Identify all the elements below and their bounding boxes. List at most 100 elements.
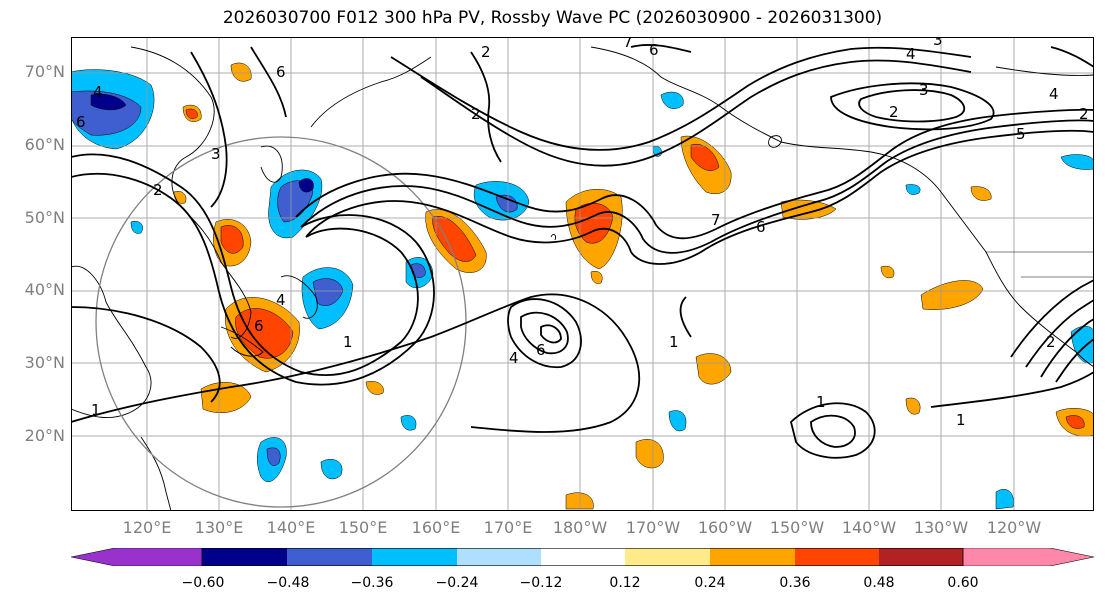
colorbar-tick: −0.24	[435, 575, 479, 591]
contour-label: 6	[254, 317, 264, 335]
region-circle	[95, 136, 467, 508]
lon-label-140e: 140°E	[266, 518, 316, 537]
contour-label: 1	[91, 401, 101, 419]
anomaly-patch-neg	[495, 194, 518, 213]
contour-label: 1	[816, 393, 826, 411]
contour-label: 6	[649, 41, 659, 59]
lon-label-170w: 170°W	[625, 518, 681, 537]
colorbar-tick: −0.12	[519, 575, 563, 591]
colorbar-segment-3	[372, 548, 457, 566]
colorbar-segment-9	[879, 548, 963, 566]
lon-label-140w: 140°W	[841, 518, 897, 537]
lat-label-50n: 50°N	[24, 208, 65, 227]
contour-label: 2	[889, 103, 899, 121]
colorbar-tick: 0.60	[947, 575, 979, 591]
lat-label-30n: 30°N	[24, 353, 65, 372]
colorbar-tick: 0.48	[863, 575, 895, 591]
map-canvas: 4 6 6 3 2 2 2 7 6 4 3 3 2 5 2 4 7 6 4 6 …	[71, 37, 1094, 511]
colorbar-segment-10	[962, 548, 1094, 566]
lon-label-170e: 170°E	[483, 518, 533, 537]
colorbar-segment-5	[541, 548, 625, 566]
colorbar-segment-0	[71, 548, 203, 566]
lon-label-180w: 180°W	[552, 518, 608, 537]
anomaly-patch-pos	[635, 439, 664, 469]
lat-label-40n: 40°N	[24, 280, 65, 299]
map-panel: 4 6 6 3 2 2 2 7 6 4 3 3 2 5 2 4 7 6 4 6 …	[71, 37, 1094, 511]
contour-label: 3	[211, 145, 221, 163]
anomaly-patch-neg	[1060, 154, 1094, 170]
contour-label: 2	[1046, 333, 1056, 351]
colorbar-segment-1	[202, 548, 287, 566]
contour-label: 2	[481, 43, 491, 61]
anomaly-patch-pos	[695, 353, 732, 385]
lat-label-70n: 70°N	[24, 62, 65, 81]
anomaly-patch-neg	[266, 447, 281, 466]
colorbar-segment-6	[625, 548, 710, 566]
graticule	[71, 37, 1094, 511]
contour-label: 7	[623, 37, 633, 51]
colorbar-tick: −0.60	[181, 575, 225, 591]
lon-label-130e: 130°E	[194, 518, 244, 537]
lon-label-130w: 130°W	[913, 518, 969, 537]
lon-label-160w: 160°W	[697, 518, 753, 537]
contour-label: 1	[669, 333, 679, 351]
contour-label: 7	[711, 211, 721, 229]
contour-label: 4	[509, 349, 519, 367]
contour-label: 6	[276, 63, 286, 81]
contour-label: 1	[343, 333, 353, 351]
anomaly-patch-pos	[230, 62, 252, 82]
anomaly-patch-neg	[660, 91, 684, 109]
colorbar-segment-4	[457, 548, 541, 566]
colorbar-outline	[201, 548, 964, 566]
anomaly-patch-pos	[200, 382, 252, 413]
colorbar-tick: 0.36	[779, 575, 811, 591]
anomaly-patch-pos	[905, 397, 921, 415]
lat-label-20n: 20°N	[24, 426, 65, 445]
contour-label: 2	[1079, 105, 1089, 123]
colorbar-tick: 0.12	[609, 575, 641, 591]
anomaly-patch-neg	[298, 178, 314, 193]
lon-label-120e: 120°E	[122, 518, 172, 537]
contour-label: 4	[276, 291, 286, 309]
anomaly-patch-neg	[995, 489, 1014, 510]
contour-label: 2	[153, 181, 163, 199]
lon-label-120w: 120°W	[986, 518, 1042, 537]
anomaly-patch-pos	[970, 186, 992, 201]
contour-label: 6	[536, 341, 546, 359]
contour-label: 6	[76, 113, 86, 131]
lon-label-150e: 150°E	[338, 518, 388, 537]
anomaly-patch-pos	[220, 225, 244, 254]
anomaly-patch-pos	[590, 271, 603, 284]
colorbar	[71, 548, 1094, 566]
anomaly-patch-pos	[185, 108, 198, 119]
contour-label: 4	[1049, 85, 1059, 103]
contour-label: 4	[906, 45, 916, 63]
colorbar-segment-7	[710, 548, 795, 566]
anomaly-patch-neg	[668, 410, 687, 432]
contour-label: 3	[919, 81, 929, 99]
anomaly-patch-pos	[880, 265, 895, 279]
anomaly-patch-pos	[690, 143, 720, 171]
lat-label-60n: 60°N	[24, 135, 65, 154]
anomaly-patch-pos	[920, 280, 984, 310]
colorbar-segment-8	[795, 548, 879, 566]
colorbar-tick: 0.24	[694, 575, 726, 591]
chart-title: 2026030700 F012 300 hPa PV, Rossby Wave …	[222, 8, 883, 28]
anomaly-patch-pos	[365, 381, 384, 395]
anomaly-patch-neg	[320, 459, 343, 480]
contour-label: 1	[956, 411, 966, 429]
contour-label: 6	[756, 218, 766, 236]
contour-label: 2	[471, 105, 481, 123]
anomaly-patch-pos	[780, 199, 837, 220]
contour-label: 4	[93, 83, 103, 101]
colorbar-tick: −0.48	[266, 575, 310, 591]
anomaly-patch-pos	[1065, 415, 1085, 429]
anomaly-patch-neg	[130, 221, 143, 234]
lon-label-160e: 160°E	[411, 518, 461, 537]
colorbar-segment-2	[287, 548, 372, 566]
anomaly-patch-neg	[905, 184, 921, 195]
contour-labels: 4 6 6 3 2 2 2 7 6 4 3 3 2 5 2 4 7 6 4 6 …	[76, 37, 1089, 429]
pv-contours	[71, 44, 1094, 459]
positive-anomaly-patches	[173, 62, 1094, 510]
contour-label: 5	[1016, 125, 1026, 143]
